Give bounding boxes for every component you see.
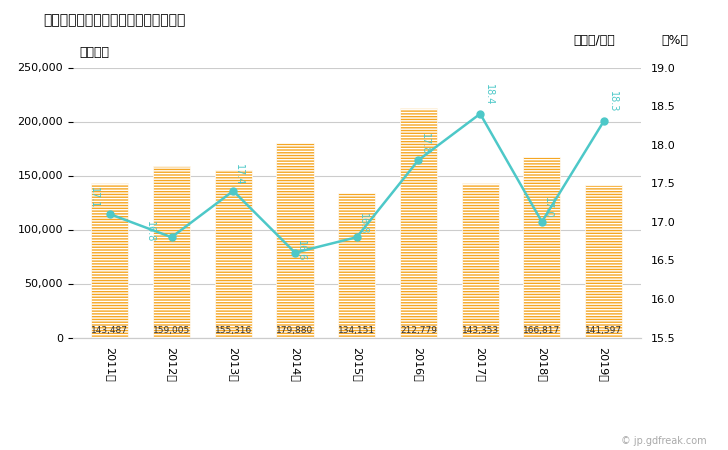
Text: ［万円/㎡］: ［万円/㎡］ — [574, 34, 615, 47]
Bar — [339, 193, 375, 338]
木造_1平米当たり平均工事費予定額(右軸) — [537, 219, 546, 225]
木造_1平米当たり平均工事費予定額(右軸) — [414, 158, 423, 163]
Bar — [585, 184, 622, 338]
Text: 141,597: 141,597 — [585, 326, 622, 335]
木造_1平米当たり平均工事費予定額(右軸) — [106, 212, 114, 217]
Text: 16.8: 16.8 — [358, 212, 368, 234]
Text: 16.6: 16.6 — [296, 240, 306, 261]
Text: 18.4: 18.4 — [484, 84, 494, 105]
木造_1平米当たり平均工事費予定額(右軸) — [599, 119, 608, 124]
Text: ［%］: ［%］ — [661, 34, 688, 47]
Text: 155,316: 155,316 — [215, 326, 252, 335]
Text: © jp.gdfreak.com: © jp.gdfreak.com — [620, 436, 706, 446]
Text: 134,151: 134,151 — [339, 326, 375, 335]
Text: 143,353: 143,353 — [462, 326, 499, 335]
Text: 166,817: 166,817 — [523, 326, 561, 335]
木造_1平米当たり平均工事費予定額(右軸) — [352, 234, 361, 240]
Bar — [153, 166, 190, 338]
Text: 17.4: 17.4 — [234, 164, 245, 185]
Bar — [400, 108, 437, 338]
Bar — [277, 143, 314, 338]
Text: 212,779: 212,779 — [400, 326, 437, 335]
Text: 179,880: 179,880 — [277, 326, 314, 335]
Text: 143,487: 143,487 — [91, 326, 128, 335]
Text: ［万円］: ［万円］ — [79, 46, 109, 59]
木造_1平米当たり平均工事費予定額(右軸) — [476, 111, 485, 117]
Text: 17.8: 17.8 — [419, 133, 430, 155]
Bar — [462, 183, 499, 338]
Text: 16.8: 16.8 — [145, 221, 155, 243]
Text: 18.3: 18.3 — [608, 91, 618, 113]
Bar — [523, 158, 561, 338]
Text: 17.1: 17.1 — [90, 187, 100, 209]
Text: 159,005: 159,005 — [153, 326, 190, 335]
木造_1平米当たり平均工事費予定額(右軸) — [167, 234, 176, 240]
木造_1平米当たり平均工事費予定額(右軸) — [229, 188, 237, 194]
Bar — [215, 170, 252, 338]
木造_1平米当たり平均工事費予定額(右軸) — [290, 250, 299, 255]
Line: 木造_1平米当たり平均工事費予定額(右軸): 木造_1平米当たり平均工事費予定額(右軸) — [106, 110, 607, 256]
Text: 17.0: 17.0 — [543, 197, 553, 219]
Bar — [91, 183, 128, 338]
Text: 木造建築物の工事費予定額合計の推移: 木造建築物の工事費予定額合計の推移 — [44, 14, 186, 27]
